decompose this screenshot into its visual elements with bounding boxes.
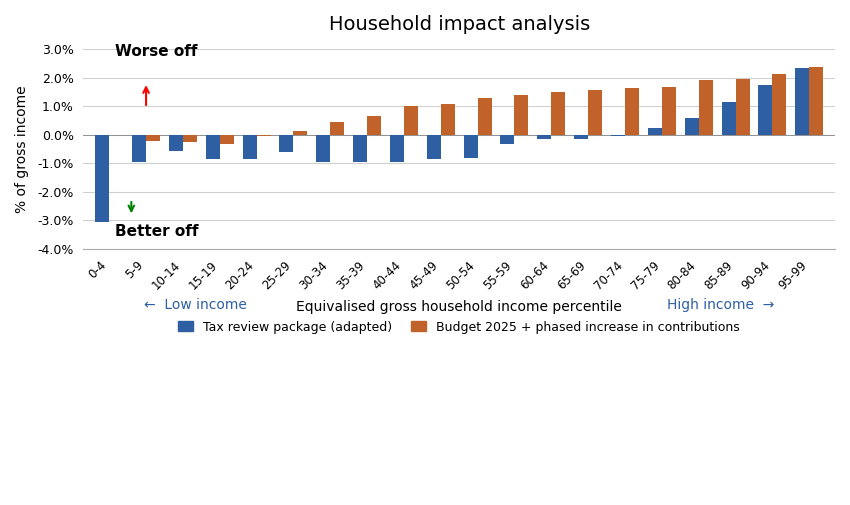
Bar	[773, 74, 786, 135]
Bar	[242, 135, 257, 159]
Bar	[611, 135, 625, 136]
Bar	[478, 98, 491, 135]
Bar	[537, 135, 552, 139]
Bar	[552, 92, 565, 135]
Bar	[463, 135, 478, 158]
Bar	[220, 135, 234, 143]
Bar	[280, 135, 293, 152]
Bar	[132, 135, 146, 162]
Bar	[501, 135, 514, 143]
Bar	[353, 135, 367, 162]
Title: Household impact analysis: Household impact analysis	[329, 15, 590, 34]
Bar	[685, 118, 699, 135]
Bar	[316, 135, 331, 162]
Text: Better off: Better off	[115, 224, 198, 239]
Bar	[183, 135, 197, 142]
Bar	[206, 135, 220, 159]
Legend: Tax review package (adapted), Budget 2025 + phased increase in contributions: Tax review package (adapted), Budget 202…	[173, 316, 745, 338]
Bar	[441, 104, 455, 135]
X-axis label: Equivalised gross household income percentile: Equivalised gross household income perce…	[297, 300, 622, 315]
Bar	[735, 79, 750, 135]
Bar	[625, 88, 639, 135]
Bar	[404, 107, 418, 135]
Bar	[146, 135, 160, 141]
Text: High income  →: High income →	[667, 298, 775, 312]
Bar	[699, 80, 712, 135]
Y-axis label: % of gross income: % of gross income	[15, 85, 29, 213]
Bar	[574, 135, 588, 139]
Bar	[809, 67, 823, 135]
Bar	[662, 86, 676, 135]
Text: ←  Low income: ← Low income	[144, 298, 246, 312]
Text: Worse off: Worse off	[115, 44, 197, 60]
Bar	[648, 128, 662, 135]
Bar	[257, 135, 270, 136]
Bar	[169, 135, 183, 150]
Bar	[331, 122, 344, 135]
Bar	[367, 116, 381, 135]
Bar	[95, 135, 109, 222]
Bar	[390, 135, 404, 162]
Bar	[796, 68, 809, 135]
Bar	[427, 135, 441, 159]
Bar	[722, 102, 735, 135]
Bar	[293, 131, 308, 135]
Bar	[758, 85, 773, 135]
Bar	[588, 90, 602, 135]
Bar	[514, 95, 529, 135]
